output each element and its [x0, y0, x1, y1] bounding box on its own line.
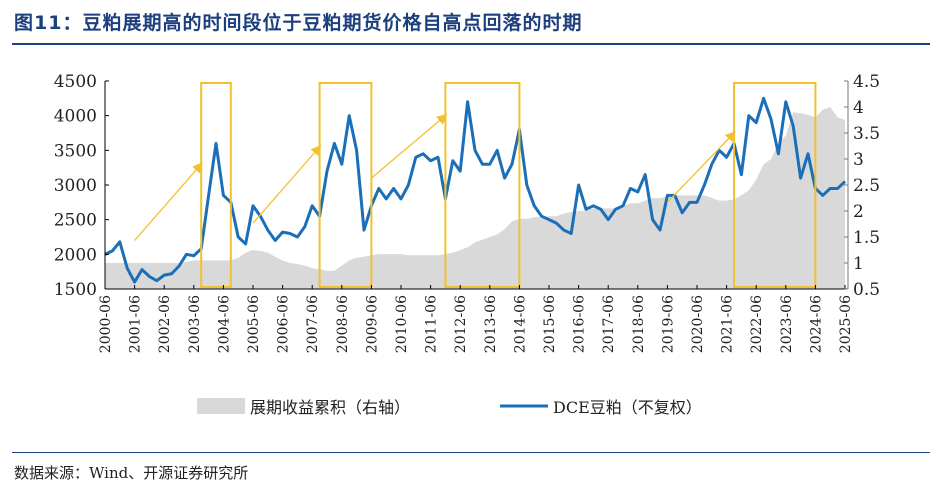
trend-arrow [134, 162, 203, 241]
x-tick-label: 2012-06 [453, 295, 469, 353]
legend-label-price: DCE豆粕（不复权） [553, 398, 702, 417]
chart: 1500 2000 2500 3000 3500 4000 4500 0.5 1 1.5 2 2.5 3… [54, 72, 880, 417]
x-tick-label: 2014-06 [512, 295, 528, 353]
x-tick-label: 2003-06 [187, 295, 203, 353]
right-tick-label: 1.5 [853, 228, 880, 248]
right-tick-label: 3.5 [853, 124, 880, 144]
left-tick-label: 1500 [54, 280, 97, 300]
x-tick-label: 2002-06 [157, 295, 173, 353]
x-tick-label: 2011-06 [424, 295, 440, 353]
legend-label-roll: 展期收益累积（右轴） [250, 398, 410, 417]
right-tick-label: 1 [853, 254, 864, 274]
highlight-box [733, 82, 817, 288]
highlight-box [318, 82, 373, 288]
x-tick-label: 2005-06 [246, 295, 262, 353]
left-tick-label: 3500 [54, 141, 97, 161]
price-line [104, 96, 847, 284]
x-tick-label: 2010-06 [394, 295, 410, 353]
title-divider [12, 43, 930, 45]
x-tick-label: 2008-06 [335, 295, 351, 353]
x-tick-label: 2022-06 [749, 295, 765, 353]
left-tick-label: 3000 [54, 176, 97, 196]
x-tick-label: 2006-06 [276, 295, 292, 353]
trend-arrow [666, 131, 736, 203]
x-tick-label: 2024-06 [808, 295, 824, 353]
left-tick-label: 2500 [54, 211, 97, 231]
x-tick-label: 2023-06 [779, 295, 795, 353]
right-tick-label: 2 [853, 202, 864, 222]
x-tick-label: 2004-06 [216, 295, 232, 353]
roll-yield-area [105, 107, 845, 289]
x-tick-label: 2015-06 [542, 295, 558, 353]
chart-title: 图11：豆粕展期高的时间段位于豆粕期货价格自高点回落的时期 [14, 12, 583, 34]
right-tick-label: 4 [853, 98, 864, 118]
left-tick-label: 4500 [54, 72, 97, 92]
source-divider [12, 452, 930, 453]
x-tick-label: 2018-06 [631, 295, 647, 353]
x-tick-label: 2020-06 [690, 295, 706, 353]
x-tick-label: 2013-06 [483, 295, 499, 353]
x-tick-label: 2009-06 [364, 295, 380, 353]
x-tick-label: 2007-06 [305, 295, 321, 353]
right-tick-label: 0.5 [853, 280, 880, 300]
x-tick-label: 2025-06 [838, 295, 854, 353]
x-tick-label: 2001-06 [128, 295, 144, 353]
x-tick-label: 2017-06 [601, 295, 617, 353]
right-tick-label: 4.5 [853, 72, 880, 92]
right-tick-label: 2.5 [853, 176, 880, 196]
source-note: 数据来源：Wind、开源证券研究所 [14, 464, 249, 482]
x-tick-label: 2016-06 [572, 295, 588, 353]
trend-arrow [252, 144, 322, 224]
left-tick-label: 2000 [54, 245, 97, 265]
highlight-box [200, 82, 232, 288]
left-tick-label: 4000 [54, 107, 97, 127]
x-tick-label: 2021-06 [720, 295, 736, 353]
x-tick-label: 2000-06 [98, 295, 114, 353]
highlight-box [444, 82, 521, 288]
trend-arrow [370, 113, 448, 179]
legend-swatch-roll [197, 398, 245, 414]
x-tick-label: 2019-06 [660, 295, 676, 353]
right-tick-label: 3 [853, 150, 864, 170]
